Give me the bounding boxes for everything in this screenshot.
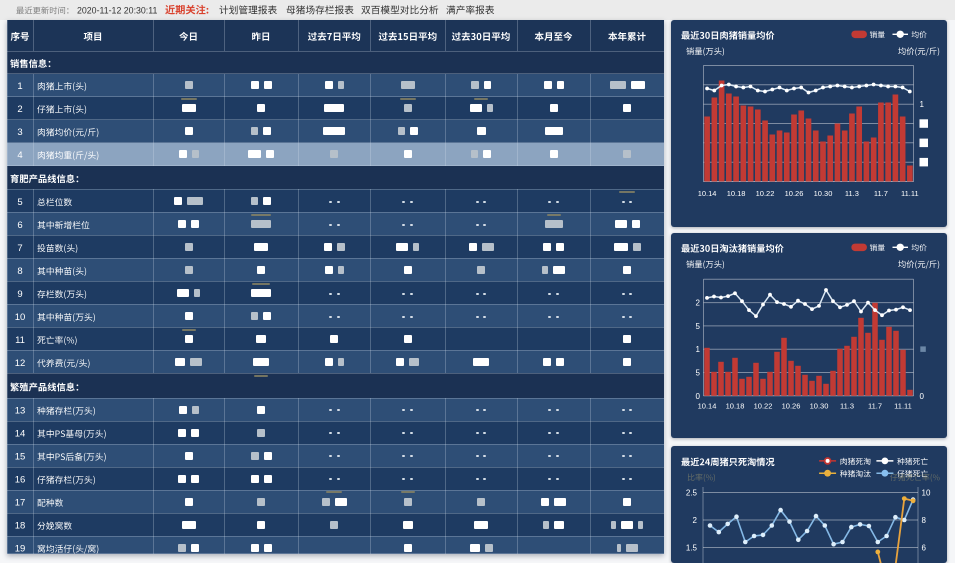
svg-text:15: 15: [15, 452, 26, 463]
svg-text:10.26: 10.26: [785, 189, 804, 198]
svg-text:13: 13: [15, 406, 26, 417]
svg-text:10.18: 10.18: [726, 402, 745, 411]
svg-text:2.5: 2.5: [686, 489, 698, 498]
svg-text:16: 16: [15, 475, 26, 486]
svg-text:19: 19: [15, 544, 26, 555]
svg-text:7: 7: [17, 243, 22, 254]
svg-text:11.7: 11.7: [874, 189, 888, 198]
svg-text:2: 2: [696, 299, 701, 308]
svg-text:0: 0: [920, 392, 925, 401]
svg-text:5: 5: [696, 322, 701, 331]
svg-text:10.14: 10.14: [698, 402, 717, 411]
svg-text:10.14: 10.14: [698, 189, 717, 198]
svg-text:1: 1: [920, 100, 925, 109]
svg-text:10: 10: [15, 312, 26, 323]
svg-text:10.30: 10.30: [814, 189, 833, 198]
svg-text:12: 12: [15, 358, 26, 369]
svg-text:0: 0: [696, 392, 701, 401]
svg-text:2: 2: [17, 104, 22, 115]
svg-text:2020-11-12 20:30:11: 2020-11-12 20:30:11: [77, 6, 157, 16]
svg-text:11.3: 11.3: [845, 189, 859, 198]
svg-text:10.26: 10.26: [782, 402, 801, 411]
svg-text:11.11: 11.11: [901, 189, 919, 198]
svg-text:6: 6: [922, 544, 927, 553]
svg-text:1: 1: [17, 81, 22, 92]
svg-text:8: 8: [17, 266, 22, 277]
svg-text:9: 9: [17, 289, 22, 300]
svg-text:1: 1: [696, 345, 701, 354]
svg-text:18: 18: [15, 521, 26, 532]
svg-text:10.22: 10.22: [754, 402, 773, 411]
svg-text:11.3: 11.3: [840, 402, 854, 411]
svg-text:11: 11: [15, 335, 25, 346]
svg-text:3: 3: [17, 127, 22, 138]
svg-text:17: 17: [15, 498, 26, 509]
svg-text:8: 8: [922, 516, 927, 525]
svg-text:2: 2: [693, 516, 698, 525]
svg-text:10: 10: [922, 489, 931, 498]
svg-text:5: 5: [17, 197, 22, 208]
svg-text:11.7: 11.7: [868, 402, 882, 411]
svg-text:5: 5: [696, 369, 701, 378]
svg-text:10.22: 10.22: [756, 189, 775, 198]
svg-text:10.18: 10.18: [727, 189, 746, 198]
svg-text:4: 4: [17, 150, 22, 161]
svg-text:1.5: 1.5: [686, 544, 698, 553]
svg-text:11.11: 11.11: [894, 402, 912, 411]
svg-text:14: 14: [15, 429, 26, 440]
svg-text:10.30: 10.30: [810, 402, 829, 411]
svg-text:6: 6: [17, 220, 22, 231]
